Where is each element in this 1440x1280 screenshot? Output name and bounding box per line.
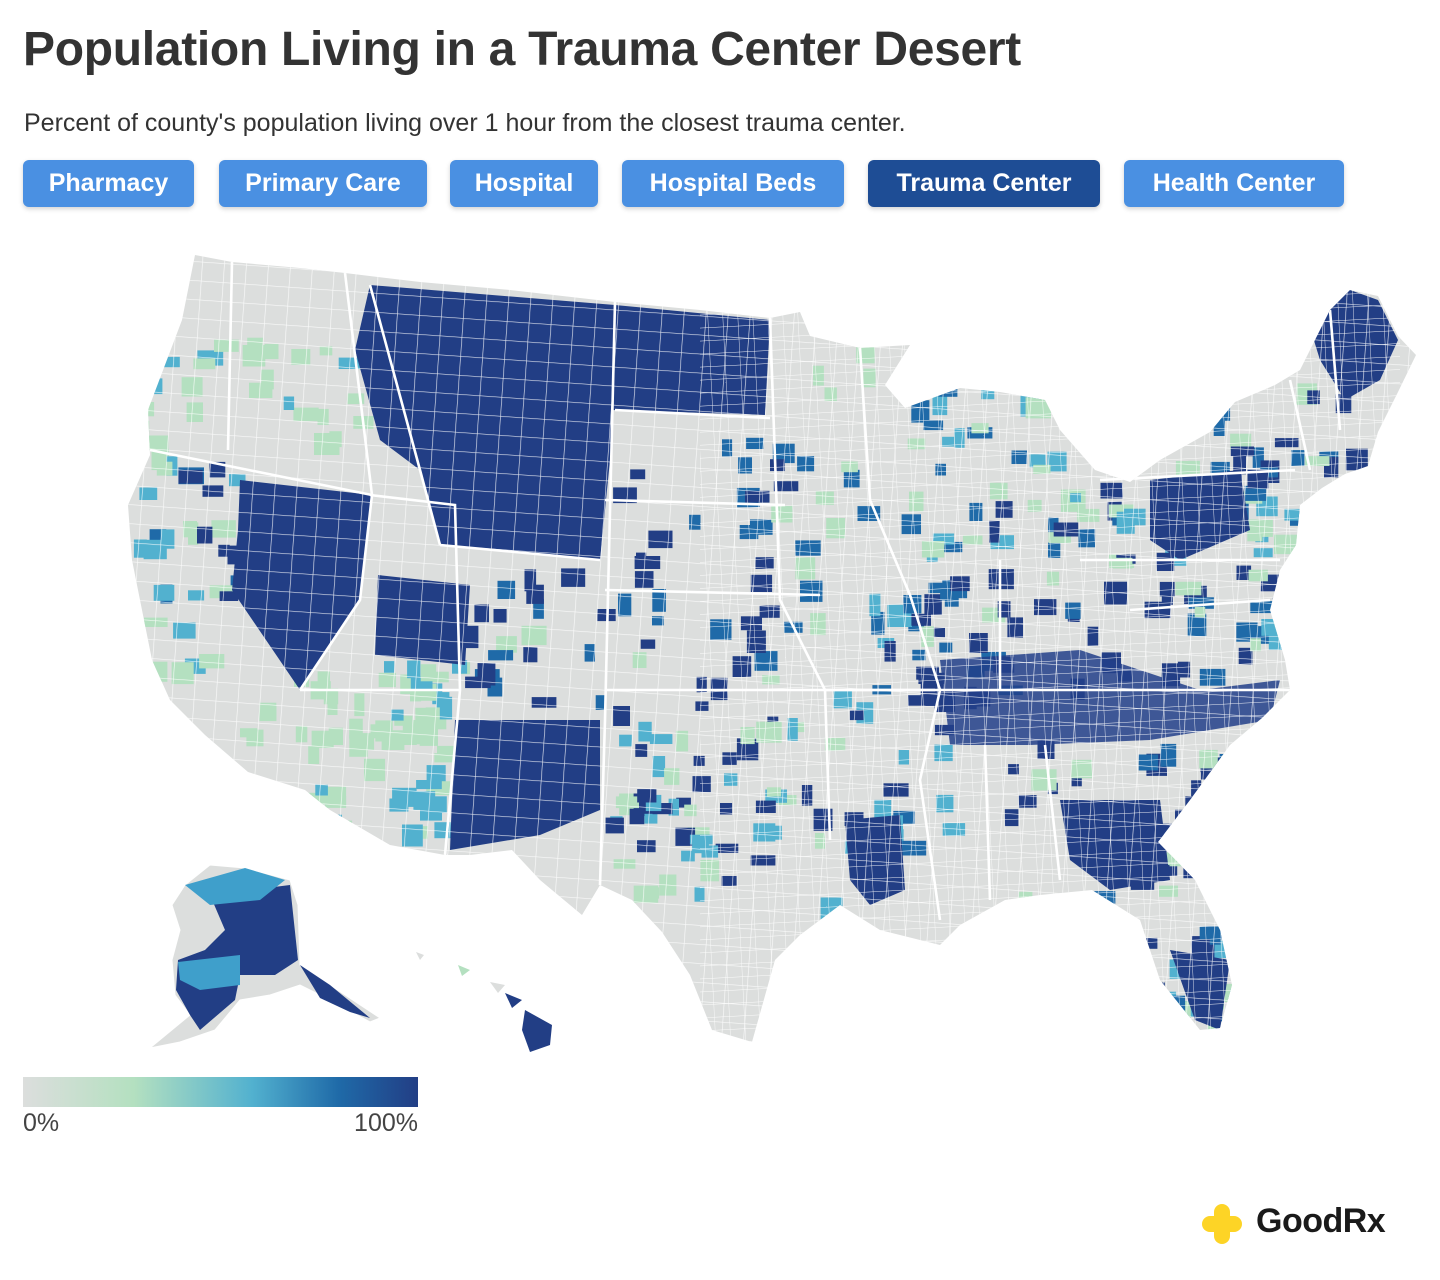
county-cell [1143,982,1165,995]
tab-health-center[interactable]: Health Center [1124,160,1344,207]
brand-name: GoodRx [1256,1202,1386,1240]
county-cell [1135,980,1154,1004]
contiguous-us [128,255,1416,1042]
county-cell [1343,477,1369,496]
county-cell [1244,768,1269,782]
county-cell [1227,762,1249,775]
brand-logo: GoodRx [1200,1200,1400,1244]
county-cell [336,820,353,836]
legend-gradient-bar [23,1077,418,1107]
county-cell [323,814,342,828]
alaska [149,860,390,1049]
tab-hospital-beds[interactable]: Hospital Beds [622,160,844,207]
state-borders [149,261,1342,921]
category-tabs: Pharmacy Primary Care Hospital Hospital … [23,160,1383,207]
county-cell [1226,789,1247,806]
county-cell [135,348,158,368]
county-cell [1133,961,1150,979]
page-title: Population Living in a Trauma Center Des… [23,23,1021,76]
county-cell [1178,826,1203,840]
color-legend: 0% 100% [23,1077,418,1137]
tab-pharmacy[interactable]: Pharmacy [23,160,194,207]
us-county-map[interactable] [0,230,1440,1060]
county-cell [292,792,307,812]
tab-hospital[interactable]: Hospital [450,160,598,207]
county-cell [1247,823,1265,835]
county-cell [1238,883,1260,896]
plus-cross-icon [1202,1204,1242,1244]
page-subtitle: Percent of county's population living ov… [24,109,906,137]
county-cell [1272,597,1293,619]
tab-trauma-center[interactable]: Trauma Center [868,160,1100,207]
legend-min-label: 0% [23,1109,60,1137]
county-cell [1050,394,1061,408]
county-cell [1221,765,1248,780]
county-cell [1279,581,1297,598]
county-cell [1217,847,1237,867]
tab-primary-care[interactable]: Primary Care [219,160,427,207]
county-cell [1228,956,1247,967]
county-cell [132,420,150,441]
hawaii [416,952,552,1052]
county-cell [1218,767,1238,786]
county-cell [1201,808,1223,826]
legend-max-label: 100% [354,1109,418,1137]
county-cell [1190,831,1204,854]
